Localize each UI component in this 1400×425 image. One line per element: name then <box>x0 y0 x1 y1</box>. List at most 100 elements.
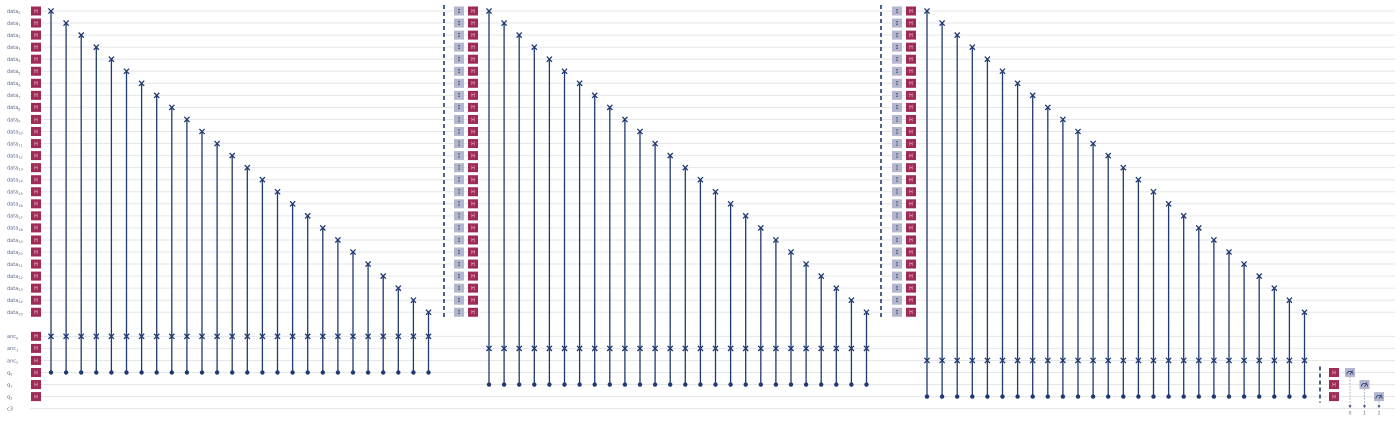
swap-cross <box>833 285 840 292</box>
swap-cross <box>138 80 145 87</box>
hadamard-gate-label: H <box>1332 394 1336 400</box>
identity-gate <box>454 78 464 88</box>
swap-cross <box>198 128 206 135</box>
swap-cross <box>1225 248 1233 256</box>
control-dot <box>501 382 507 387</box>
identity-gate <box>892 54 902 64</box>
hadamard-gate <box>906 259 916 269</box>
identity-gate <box>454 114 464 124</box>
swap-cross <box>63 19 70 27</box>
swap-cross <box>259 176 266 183</box>
hadamard-gate-label: H <box>909 93 913 99</box>
identity-gate <box>454 199 464 209</box>
hadamard-gate <box>31 151 41 161</box>
swap-cross <box>1301 357 1308 364</box>
hadamard-gate-label: H <box>34 298 38 304</box>
control-dot <box>260 370 265 375</box>
hadamard-gate <box>31 211 41 221</box>
swap-cross <box>259 333 266 340</box>
identity-gate <box>892 211 902 221</box>
identity-gate <box>454 42 464 52</box>
hadamard-gate <box>468 187 478 197</box>
qubit-label: data13 <box>7 165 23 171</box>
identity-gate-label: I <box>457 298 460 304</box>
swap-cross <box>682 164 689 171</box>
identity-gate <box>454 259 464 269</box>
hadamard-gate-label: H <box>909 298 913 304</box>
swap-cross <box>485 345 493 352</box>
swap-cross <box>848 345 855 352</box>
hadamard-gate-label: H <box>34 141 38 147</box>
hadamard-gate <box>31 78 41 88</box>
hadamard-gate <box>906 78 916 88</box>
hadamard-gate-label: H <box>34 69 38 75</box>
meter-needle <box>1364 382 1368 387</box>
identity-gate <box>454 235 464 245</box>
hadamard-gate-label: H <box>909 21 913 27</box>
identity-gate-label: I <box>895 310 898 316</box>
hadamard-gate <box>31 175 41 185</box>
identity-gate-label: I <box>895 190 898 196</box>
swap-cross <box>1180 357 1187 364</box>
hadamard-gate-label: H <box>471 69 475 75</box>
swap-cross <box>531 345 538 352</box>
identity-gate-label: I <box>457 105 460 111</box>
identity-gate-label: I <box>895 298 898 304</box>
swap-cross <box>410 333 417 340</box>
qubit-label: data25 <box>7 310 23 316</box>
measure-arrow <box>1377 405 1381 408</box>
measure-arrow <box>1362 405 1367 408</box>
control-dot <box>48 370 54 375</box>
control-dot <box>290 370 295 375</box>
swap-cross <box>1165 200 1172 207</box>
hadamard-gate <box>468 199 478 209</box>
control-dot <box>1030 394 1035 399</box>
identity-gate <box>892 114 902 124</box>
control-dot <box>139 370 144 375</box>
hadamard-gate <box>31 187 41 197</box>
identity-gate <box>454 18 464 28</box>
hadamard-gate-label: H <box>471 9 475 15</box>
identity-gate-label: I <box>895 202 898 208</box>
hadamard-gate <box>468 78 478 88</box>
swap-cross <box>1210 357 1217 364</box>
identity-gate <box>454 66 464 76</box>
hadamard-gate <box>468 18 478 28</box>
hadamard-gate-label: H <box>34 262 38 268</box>
swap-cross <box>999 68 1006 75</box>
meter-icon <box>1360 383 1369 387</box>
hadamard-gate-label: H <box>909 250 913 256</box>
hadamard-gate <box>906 271 916 281</box>
qubit-label: data10 <box>7 129 23 135</box>
swap-cross <box>365 333 372 340</box>
hadamard-gate <box>31 102 41 112</box>
hadamard-gate <box>31 235 41 245</box>
hadamard-gate-label: H <box>34 57 38 63</box>
identity-gate-label: I <box>895 57 898 63</box>
hadamard-gate-label: H <box>34 286 38 292</box>
identity-gate-label: I <box>457 286 460 292</box>
control-dot <box>773 382 779 387</box>
identity-gate <box>454 283 464 293</box>
measure-arrow <box>1348 405 1352 408</box>
hadamard-gate <box>31 30 41 40</box>
hadamard-gate-label: H <box>471 214 475 220</box>
identity-gate-label: I <box>895 250 898 256</box>
qubit-label: anc1 <box>7 346 18 352</box>
hadamard-gate <box>468 163 478 173</box>
identity-gate <box>892 90 902 100</box>
hadamard-gate <box>906 283 916 293</box>
hadamard-gate-label: H <box>909 202 913 208</box>
identity-gate <box>892 42 902 52</box>
control-dot <box>1000 394 1005 399</box>
hadamard-gate <box>906 139 916 149</box>
swap-cross <box>1150 188 1157 195</box>
qubit-label: data18 <box>7 226 23 232</box>
swap-cross <box>1135 176 1142 183</box>
hadamard-gate <box>31 380 41 390</box>
swap-cross <box>757 345 764 352</box>
hadamard-gate <box>468 139 478 149</box>
hadamard-gate <box>468 114 478 124</box>
identity-gate <box>454 127 464 136</box>
identity-gate <box>892 18 902 28</box>
